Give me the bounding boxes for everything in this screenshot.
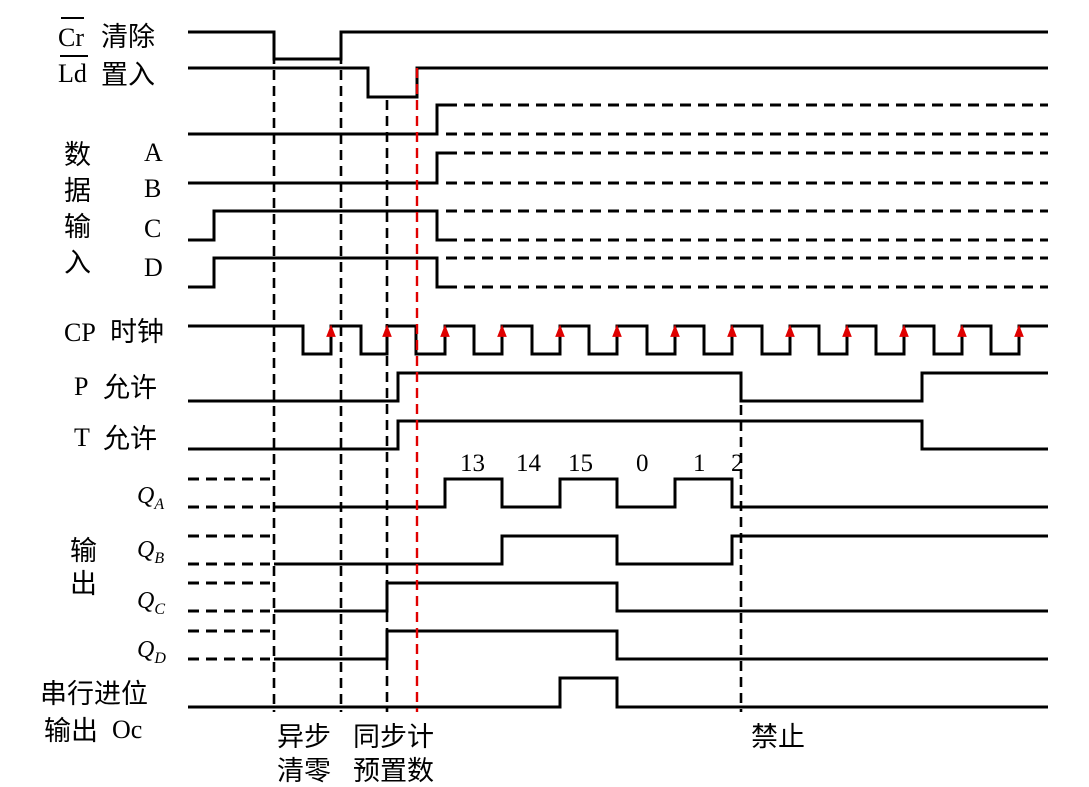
count-values: 13 14 15 0 1 2 xyxy=(460,450,744,477)
qc-waveform xyxy=(188,581,1048,613)
data-d-waveform xyxy=(188,256,1048,289)
label-ld: Ld 置入 xyxy=(58,55,155,91)
clock-rising-edge-arrows xyxy=(326,324,1024,337)
data-group-char-2: 输 xyxy=(64,212,91,243)
clock-edge-arrow xyxy=(612,324,622,337)
data-c-waveform xyxy=(188,209,1048,242)
t-label: T xyxy=(74,423,90,452)
data-group-char-0: 数 xyxy=(64,140,91,171)
ld-desc: 置入 xyxy=(101,60,155,91)
carry-label-line2: 输出 xyxy=(44,716,98,747)
ld-label: Ld xyxy=(58,59,87,88)
data-bit-c-label: C xyxy=(144,214,161,243)
cp-waveform xyxy=(188,324,1048,356)
count-value: 1 xyxy=(693,450,706,477)
data-group-char-3: 入 xyxy=(64,248,91,279)
label-carry-output: 串行进位 输出 Oc xyxy=(40,679,148,747)
clock-edge-arrow xyxy=(899,324,909,337)
output-group-char-0: 输 xyxy=(70,536,97,567)
t-desc: 允许 xyxy=(103,424,157,455)
qa-label: QA xyxy=(137,483,164,513)
cp-desc: 时钟 xyxy=(110,317,164,348)
ld-waveform xyxy=(188,66,1048,99)
cp-label: CP xyxy=(64,318,96,347)
sync-preset-note-line1: 同步计 xyxy=(353,722,434,753)
clock-edge-arrow xyxy=(326,324,336,337)
data-bit-a-label: A xyxy=(144,138,163,167)
label-t: T 允许 xyxy=(74,423,157,455)
count-value: 15 xyxy=(568,450,593,477)
label-cp: CP 时钟 xyxy=(64,317,164,348)
clock-edge-arrow xyxy=(785,324,795,337)
t-enable-waveform xyxy=(188,419,1048,451)
output-group-label: 输 出 xyxy=(70,536,97,600)
qb-label: QB xyxy=(137,537,164,567)
clock-edge-arrow xyxy=(842,324,852,337)
p-label: P xyxy=(74,372,88,401)
data-input-group-label: 数 据 输 入 xyxy=(64,140,91,279)
clock-edge-arrow xyxy=(957,324,967,337)
data-bit-d-label: D xyxy=(144,253,163,282)
clock-edge-arrow xyxy=(497,324,507,337)
p-enable-waveform xyxy=(188,371,1048,403)
data-b-waveform xyxy=(188,151,1048,185)
qc-label: QC xyxy=(137,588,165,618)
sync-preset-note: 同步计 预置数 xyxy=(353,722,434,787)
output-group-char-1: 出 xyxy=(70,569,97,600)
count-value: 0 xyxy=(636,450,649,477)
carry-label-line1: 串行进位 xyxy=(40,679,148,710)
qa-waveform xyxy=(188,477,1048,509)
label-cr: Cr 清除 xyxy=(58,17,155,53)
carry-output-waveform xyxy=(188,676,1048,709)
async-clear-note-line2: 清零 xyxy=(277,756,331,787)
sync-preset-note-line2: 预置数 xyxy=(353,756,434,787)
data-bit-b-label: B xyxy=(144,174,161,203)
carry-label-oc: Oc xyxy=(112,715,142,744)
qd-label: QD xyxy=(137,637,166,667)
clock-edge-arrow xyxy=(440,324,450,337)
clock-edge-arrow xyxy=(555,324,565,337)
count-value: 14 xyxy=(516,450,542,477)
qd-waveform xyxy=(188,629,1048,661)
cr-waveform xyxy=(188,30,1048,61)
cr-desc: 清除 xyxy=(101,22,155,53)
label-p: P 允许 xyxy=(74,372,157,404)
p-desc: 允许 xyxy=(103,373,157,404)
data-group-char-1: 据 xyxy=(64,176,91,207)
async-clear-note: 异步 清零 xyxy=(277,722,331,787)
clock-edge-arrow xyxy=(1014,324,1024,337)
count-value: 13 xyxy=(460,450,485,477)
async-clear-note-line1: 异步 xyxy=(277,722,331,753)
data-a-waveform xyxy=(188,103,1048,136)
clock-edge-arrow xyxy=(727,324,737,337)
cr-label: Cr xyxy=(58,23,84,52)
clock-edge-arrow xyxy=(382,324,392,337)
inhibit-note: 禁止 xyxy=(751,722,805,753)
count-value: 2 xyxy=(731,450,744,477)
clock-edge-arrow xyxy=(670,324,680,337)
qb-waveform xyxy=(188,534,1048,566)
